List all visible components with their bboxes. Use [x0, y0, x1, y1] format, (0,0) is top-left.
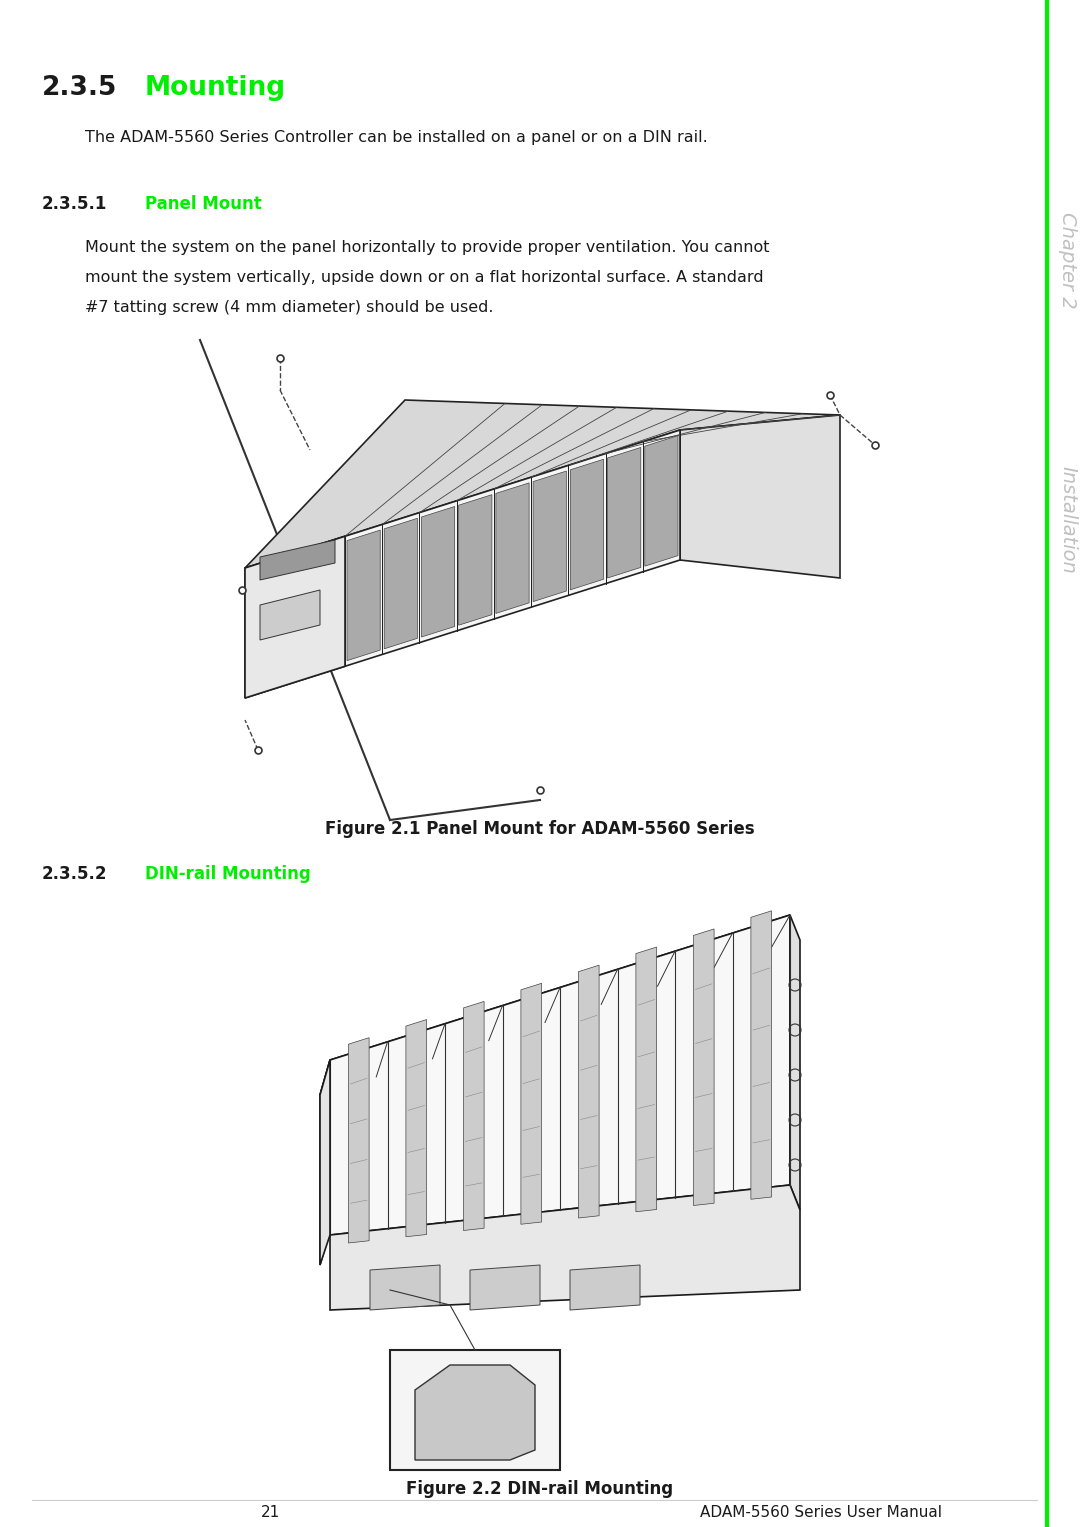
- Polygon shape: [347, 530, 380, 661]
- Polygon shape: [534, 470, 566, 602]
- Polygon shape: [608, 447, 640, 579]
- Text: Figure 2.1 Panel Mount for ADAM-5560 Series: Figure 2.1 Panel Mount for ADAM-5560 Ser…: [325, 820, 755, 838]
- Text: 2.3.5: 2.3.5: [42, 75, 118, 101]
- Polygon shape: [390, 1350, 561, 1471]
- Polygon shape: [751, 910, 771, 1199]
- Text: 21: 21: [260, 1506, 280, 1519]
- Polygon shape: [320, 1060, 330, 1264]
- Text: Figure 2.2 DIN-rail Mounting: Figure 2.2 DIN-rail Mounting: [406, 1480, 674, 1498]
- Polygon shape: [496, 483, 529, 614]
- Polygon shape: [470, 1264, 540, 1310]
- Polygon shape: [260, 541, 335, 580]
- Polygon shape: [349, 1038, 369, 1243]
- Text: Installation: Installation: [1058, 466, 1078, 574]
- Text: Chapter 2: Chapter 2: [1058, 212, 1078, 308]
- Polygon shape: [680, 415, 840, 579]
- Polygon shape: [260, 589, 320, 640]
- Text: mount the system vertically, upside down or on a flat horizontal surface. A stan: mount the system vertically, upside down…: [85, 270, 764, 286]
- Polygon shape: [245, 400, 840, 568]
- Text: Mounting: Mounting: [145, 75, 286, 101]
- Polygon shape: [570, 1264, 640, 1310]
- Polygon shape: [415, 1365, 535, 1460]
- Polygon shape: [245, 431, 680, 698]
- Polygon shape: [406, 1020, 427, 1237]
- Polygon shape: [636, 947, 657, 1212]
- Polygon shape: [693, 928, 714, 1205]
- Text: The ADAM-5560 Series Controller can be installed on a panel or on a DIN rail.: The ADAM-5560 Series Controller can be i…: [85, 130, 707, 145]
- Text: 2.3.5.2: 2.3.5.2: [42, 864, 108, 883]
- Polygon shape: [245, 536, 345, 698]
- Polygon shape: [384, 518, 418, 649]
- Polygon shape: [370, 1264, 440, 1310]
- Polygon shape: [330, 1185, 800, 1310]
- Polygon shape: [421, 507, 455, 637]
- Text: 2.3.5.1: 2.3.5.1: [42, 195, 107, 212]
- Polygon shape: [330, 915, 789, 1235]
- Polygon shape: [645, 435, 678, 567]
- Text: DIN-rail Mounting: DIN-rail Mounting: [145, 864, 311, 883]
- Text: ADAM-5560 Series User Manual: ADAM-5560 Series User Manual: [700, 1506, 942, 1519]
- Polygon shape: [579, 965, 599, 1219]
- Polygon shape: [521, 983, 541, 1225]
- Polygon shape: [320, 915, 789, 1095]
- Text: Panel Mount: Panel Mount: [145, 195, 261, 212]
- Polygon shape: [463, 1002, 484, 1231]
- Text: Mount the system on the panel horizontally to provide proper ventilation. You ca: Mount the system on the panel horizontal…: [85, 240, 769, 255]
- Polygon shape: [570, 460, 604, 589]
- Polygon shape: [320, 1060, 330, 1264]
- Text: #7 tatting screw (4 mm diameter) should be used.: #7 tatting screw (4 mm diameter) should …: [85, 299, 494, 315]
- Polygon shape: [459, 495, 491, 625]
- Polygon shape: [789, 915, 800, 1209]
